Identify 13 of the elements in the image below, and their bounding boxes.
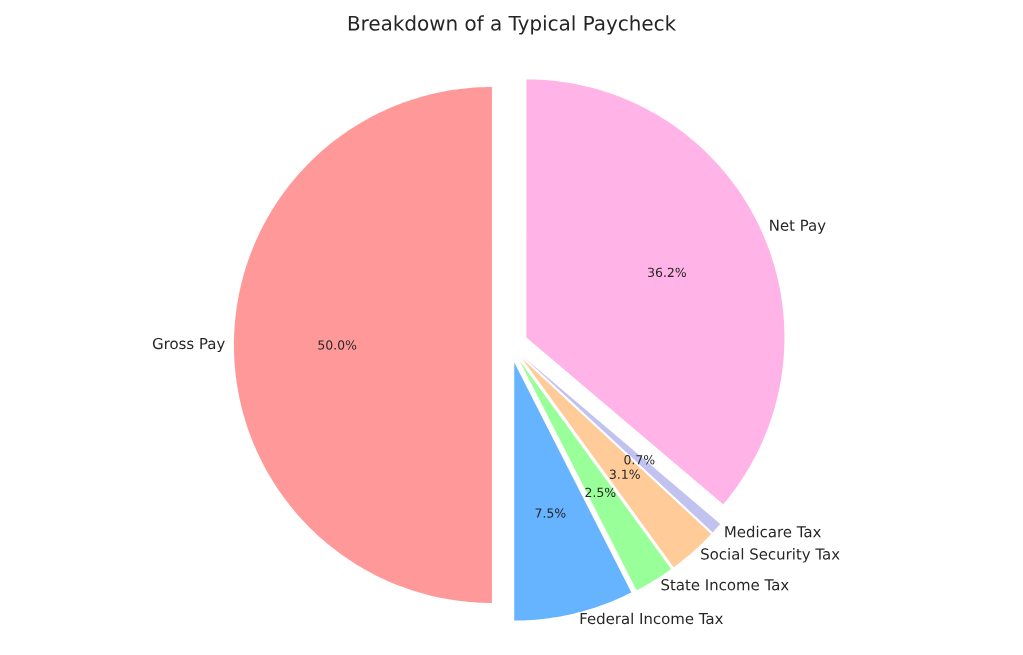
data-label: 50.0%	[318, 340, 357, 350]
slice-label: Social Security Tax	[701, 548, 840, 563]
data-label: 36.2%	[648, 267, 686, 278]
data-label: 0.7%	[624, 454, 655, 465]
slice-label: Net Pay	[770, 219, 826, 234]
slice-label: State Income Tax	[661, 579, 789, 591]
slice-label: Medicare Tax	[725, 525, 821, 538]
slice-label: Federal Income Tax	[580, 612, 723, 625]
data-label: 3.1%	[609, 469, 640, 479]
data-label: 2.5%	[585, 487, 616, 498]
slice-label: Gross Pay	[152, 337, 225, 353]
data-label: 7.5%	[535, 508, 566, 518]
chart-title: Breakdown of a Typical Paycheck	[348, 15, 677, 35]
